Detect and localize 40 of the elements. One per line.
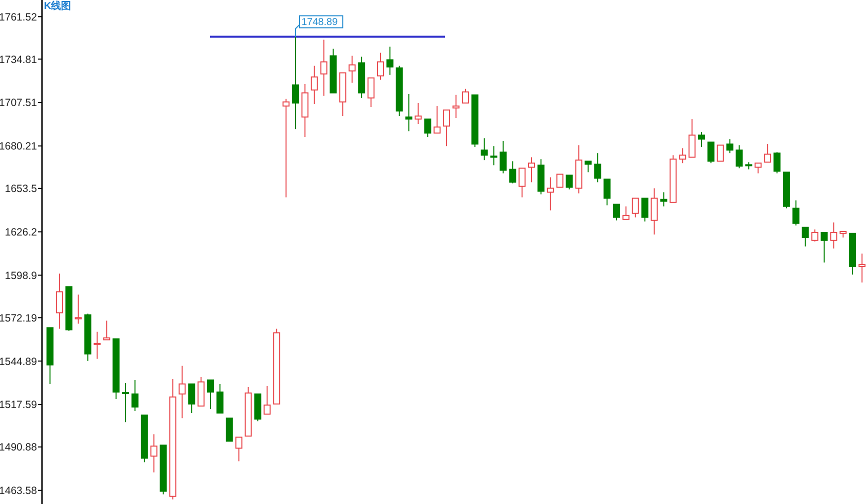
y-tick-label: 1653.5 — [4, 183, 38, 196]
y-tick-label: 1598.9 — [4, 270, 38, 282]
candlestick — [94, 331, 101, 360]
candlestick — [414, 102, 422, 125]
y-tick-label: 1572.19 — [0, 312, 38, 324]
candlestick — [405, 93, 412, 132]
candlestick — [348, 55, 356, 84]
candlestick — [650, 188, 658, 236]
candlestick — [358, 56, 366, 98]
candlestick — [150, 434, 158, 473]
candlestick — [528, 156, 536, 183]
y-tick-label: 1680.21 — [0, 140, 38, 153]
y-tick-label: 1463.58 — [0, 485, 38, 498]
candlestick — [858, 253, 866, 284]
candlestick — [301, 83, 308, 138]
candlestick — [386, 46, 394, 76]
y-tick-label: 1761.52 — [0, 11, 38, 24]
candlestick — [490, 146, 498, 166]
candlestick — [56, 273, 63, 330]
candlestick — [546, 176, 554, 211]
candlestick — [122, 382, 130, 423]
candlestick — [660, 192, 668, 207]
chart-title: K线图 — [44, 0, 72, 12]
y-tick-label: 1517.59 — [0, 399, 38, 412]
candlestick — [178, 365, 186, 419]
y-tick-label: 1544.89 — [0, 356, 38, 368]
candlestick — [84, 313, 92, 362]
y-tick-label: 1707.51 — [0, 97, 38, 110]
y-tick-label: 1490.88 — [0, 442, 38, 454]
y-tick-label: 1626.2 — [4, 226, 38, 238]
candlestick — [292, 36, 299, 130]
candlestick — [320, 39, 328, 96]
candlestick — [452, 94, 460, 118]
candlestick — [575, 144, 582, 194]
annotation: 1748.89 — [301, 17, 338, 28]
candlestick — [830, 222, 838, 249]
candlestick — [310, 65, 318, 104]
candlestick — [509, 160, 516, 184]
y-tick-label: 1734.81 — [0, 54, 38, 66]
candlestick — [480, 138, 488, 161]
